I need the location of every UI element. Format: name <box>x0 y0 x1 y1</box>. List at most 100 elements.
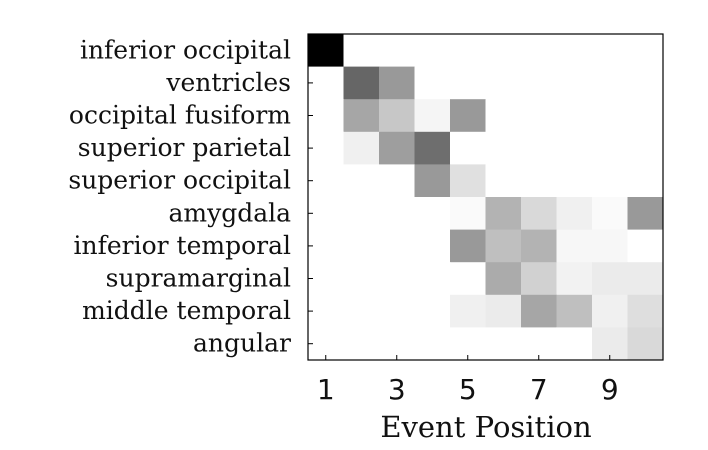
heatmap-cell <box>308 131 344 165</box>
heatmap-cell <box>556 66 593 100</box>
heatmap-cell <box>627 197 664 230</box>
heatmap-cell <box>308 327 344 361</box>
heatmap-cell <box>556 34 593 67</box>
heatmap-cell <box>627 229 664 263</box>
heatmap-cell <box>521 164 557 198</box>
heatmap-cell <box>627 131 664 165</box>
row-label: superior occipital <box>68 166 291 195</box>
heatmap-cell <box>592 131 628 165</box>
heatmap-cell <box>379 131 415 165</box>
row-label: inferior temporal <box>74 231 292 260</box>
heatmap-cell <box>521 262 557 296</box>
heatmap-cell <box>592 66 628 100</box>
heatmap-cell <box>521 99 557 133</box>
plot-frame <box>307 33 664 361</box>
heatmap-cell <box>485 131 522 165</box>
heatmap-cell <box>308 294 344 328</box>
heatmap-cell <box>592 294 628 328</box>
heatmap-cell <box>414 99 451 133</box>
heatmap-cell <box>450 262 486 296</box>
heatmap-cell <box>627 327 664 361</box>
heatmap-cell <box>485 327 522 361</box>
heatmap-cell <box>485 164 522 198</box>
heatmap-cell <box>627 294 664 328</box>
heatmap-cell <box>521 229 557 263</box>
heatmap-cell <box>343 294 380 328</box>
heatmap-cell <box>308 262 344 296</box>
heatmap-cell <box>485 99 522 133</box>
heatmap-cell <box>379 229 415 263</box>
heatmap-cell <box>627 99 664 133</box>
heatmap-cell <box>450 229 486 263</box>
heatmap-cell <box>379 197 415 230</box>
row-label: angular <box>193 329 291 358</box>
heatmap-cell <box>414 262 451 296</box>
heatmap-cell <box>450 131 486 165</box>
heatmap-cell <box>627 66 664 100</box>
row-label: occipital fusiform <box>69 101 291 130</box>
heatmap-cell <box>485 197 522 230</box>
heatmap-cell <box>308 229 344 263</box>
heatmap-cell <box>343 229 380 263</box>
heatmap-cell <box>450 66 486 100</box>
heatmap-cell <box>414 229 451 263</box>
row-label: amygdala <box>168 198 291 227</box>
heatmap-cell <box>627 262 664 296</box>
heatmap-cell <box>485 262 522 296</box>
row-label: superior parietal <box>78 133 291 162</box>
heatmap-cell <box>556 131 593 165</box>
heatmap-cell <box>485 34 522 67</box>
heatmap-cell <box>414 197 451 230</box>
row-label: inferior occipital <box>80 35 291 64</box>
heatmap-cells <box>308 34 664 361</box>
heatmap-cell <box>592 229 628 263</box>
heatmap-cell <box>308 164 344 198</box>
heatmap-cell <box>414 164 451 198</box>
heatmap-cell <box>379 66 415 100</box>
heatmap-cell <box>308 197 344 230</box>
heatmap-cell <box>379 262 415 296</box>
x-tick-label: 3 <box>388 373 406 406</box>
heatmap-cell <box>556 197 593 230</box>
heatmap-cell <box>627 34 664 67</box>
heatmap-cell <box>308 99 344 133</box>
heatmap-cell <box>556 327 593 361</box>
x-tick-label: 7 <box>530 373 548 406</box>
x-tick-label: 9 <box>601 373 619 406</box>
heatmap-cell <box>592 34 628 67</box>
heatmap-cell <box>343 327 380 361</box>
heatmap-cell <box>414 131 451 165</box>
row-labels: inferior occipital ventricles occipital fu… <box>68 35 291 357</box>
heatmap-cell <box>414 327 451 361</box>
heatmap-cell <box>343 66 380 100</box>
heatmap-cell <box>379 294 415 328</box>
heatmap-cell <box>556 99 593 133</box>
heatmap-cell <box>627 164 664 198</box>
heatmap-cell <box>485 66 522 100</box>
heatmap-cell <box>521 131 557 165</box>
heatmap-cell <box>308 34 344 67</box>
heatmap-cell <box>414 294 451 328</box>
heatmap-cell <box>414 34 451 67</box>
heatmap-cell <box>592 197 628 230</box>
x-ticks <box>325 355 611 360</box>
heatmap-cell <box>343 262 380 296</box>
heatmap-cell <box>343 34 380 67</box>
heatmap-cell <box>308 66 344 100</box>
heatmap-cell <box>485 294 522 328</box>
heatmap-cell <box>521 327 557 361</box>
heatmap-cell <box>592 262 628 296</box>
heatmap-cell <box>556 229 593 263</box>
heatmap-cell <box>450 99 486 133</box>
heatmap-cell <box>343 99 380 133</box>
y-ticks <box>308 49 313 345</box>
heatmap-cell <box>592 164 628 198</box>
heatmap-cell <box>379 164 415 198</box>
heatmap-cell <box>450 34 486 67</box>
heatmap-cell <box>556 294 593 328</box>
heatmap-cell <box>450 327 486 361</box>
row-label: middle temporal <box>82 296 291 325</box>
heatmap-cell <box>556 164 593 198</box>
row-label: supramarginal <box>106 264 291 293</box>
